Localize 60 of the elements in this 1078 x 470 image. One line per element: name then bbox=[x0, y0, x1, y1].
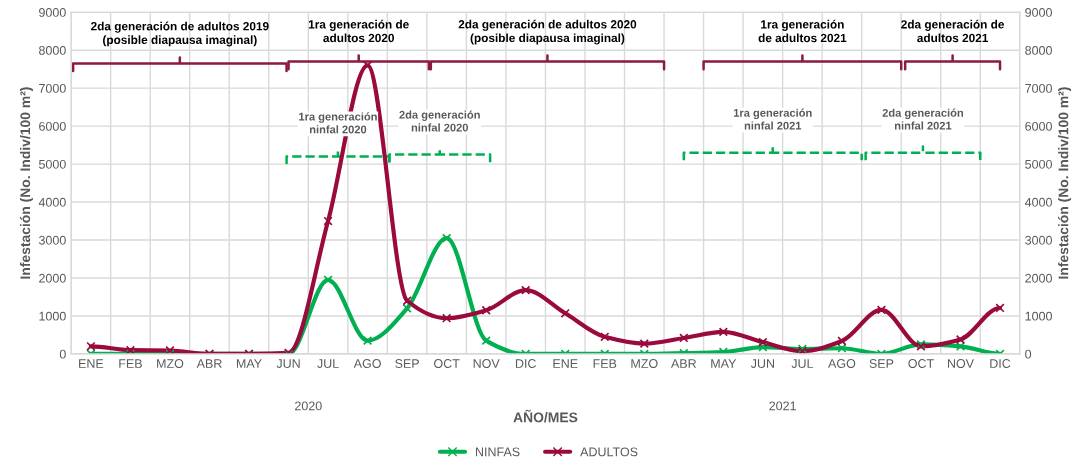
y2-tick-label: 2000 bbox=[1025, 273, 1052, 283]
annotation: 2da generación ninfal 2020 bbox=[399, 110, 480, 132]
x-tick-label: AGO bbox=[828, 359, 856, 368]
x-tick-label: JUL bbox=[317, 359, 339, 368]
y-tick-label: 6000 bbox=[39, 121, 66, 131]
x-tick-label: ABR bbox=[670, 359, 697, 368]
x-tick-label: ENE bbox=[79, 359, 104, 368]
x-tick-label: AGO bbox=[353, 359, 381, 368]
y2-axis-title: Infestación (No. Indiv/100 m²) bbox=[1058, 87, 1072, 279]
y-tick-label: 2000 bbox=[39, 273, 66, 283]
x-tick-label: SEP bbox=[395, 359, 419, 368]
x-tick-label: SEP bbox=[869, 359, 894, 368]
annotation: 1ra generación de adultos 2020 bbox=[308, 19, 409, 43]
legend-label: NINFAS bbox=[476, 447, 520, 457]
y2-tick-label: 3000 bbox=[1025, 235, 1052, 245]
annotation: 1ra generación ninfal 2020 bbox=[299, 112, 377, 134]
x-tick-label: MZO bbox=[631, 359, 658, 368]
x-tick-label: DIC bbox=[515, 359, 536, 368]
annotation: 2da generación ninfal 2021 bbox=[882, 108, 964, 130]
x-tick-label: OCT bbox=[908, 359, 934, 368]
y2-tick-label: 7000 bbox=[1025, 83, 1052, 93]
y-tick-label: 7000 bbox=[39, 83, 66, 93]
y-axis-title: Infestación (No. Indiv/100 m²) bbox=[19, 87, 33, 279]
text: 2020 bbox=[295, 401, 322, 411]
y-tick-label: 4000 bbox=[38, 197, 66, 207]
x-tick-label: JUN bbox=[276, 359, 300, 368]
x-tick-label: NOV bbox=[473, 359, 500, 368]
y2-tick-label: 4000 bbox=[1024, 197, 1052, 207]
text: 2021 bbox=[769, 401, 796, 411]
x-tick-label: DIC bbox=[990, 359, 1011, 368]
y2-tick-label: 8000 bbox=[1025, 45, 1052, 55]
y2-tick-label: 0 bbox=[1025, 349, 1032, 359]
annotation: 1ra generación ninfal 2021 bbox=[733, 108, 812, 130]
y-tick-label: 5000 bbox=[38, 159, 66, 169]
x-tick-label: MZO bbox=[157, 359, 184, 368]
y-tick-label: 9000 bbox=[39, 8, 66, 17]
y-tick-label: 8000 bbox=[39, 45, 66, 55]
x-tick-label: MAY bbox=[236, 359, 262, 368]
annotation: 2da generación de adultos 2019 (posible diapausa imaginal) bbox=[91, 21, 269, 47]
x-axis-title: AÑO/MES bbox=[513, 409, 578, 423]
x-tick-label: FEB bbox=[119, 359, 142, 368]
x-tick-label: JUN bbox=[750, 359, 774, 368]
y-tick-label: 0 bbox=[59, 349, 66, 359]
y2-tick-label: 6000 bbox=[1025, 121, 1052, 131]
annotation: 2da generación de adultos 2020 (posible diapausa imaginal) bbox=[458, 19, 637, 45]
x-tick-label: ABR bbox=[196, 359, 222, 368]
annotation: 2da generación de adultos 2021 bbox=[901, 19, 1005, 43]
y2-tick-label: 1000 bbox=[1025, 311, 1052, 321]
x-tick-label: JUL bbox=[791, 359, 814, 368]
x-tick-label: ENE bbox=[553, 359, 578, 368]
y2-tick-label: 5000 bbox=[1025, 159, 1052, 169]
x-tick-label: NOV bbox=[947, 359, 974, 368]
x-tick-label: MAY bbox=[711, 359, 737, 368]
legend-label: ADULTOS bbox=[580, 447, 638, 457]
x-tick-label: OCT bbox=[434, 359, 460, 368]
annotation: 1ra generación de adultos 2021 bbox=[758, 19, 847, 43]
x-tick-label: FEB bbox=[593, 359, 617, 368]
y-tick-label: 3000 bbox=[38, 235, 66, 245]
y-tick-label: 1000 bbox=[39, 311, 66, 321]
y2-tick-label: 9000 bbox=[1025, 8, 1052, 17]
